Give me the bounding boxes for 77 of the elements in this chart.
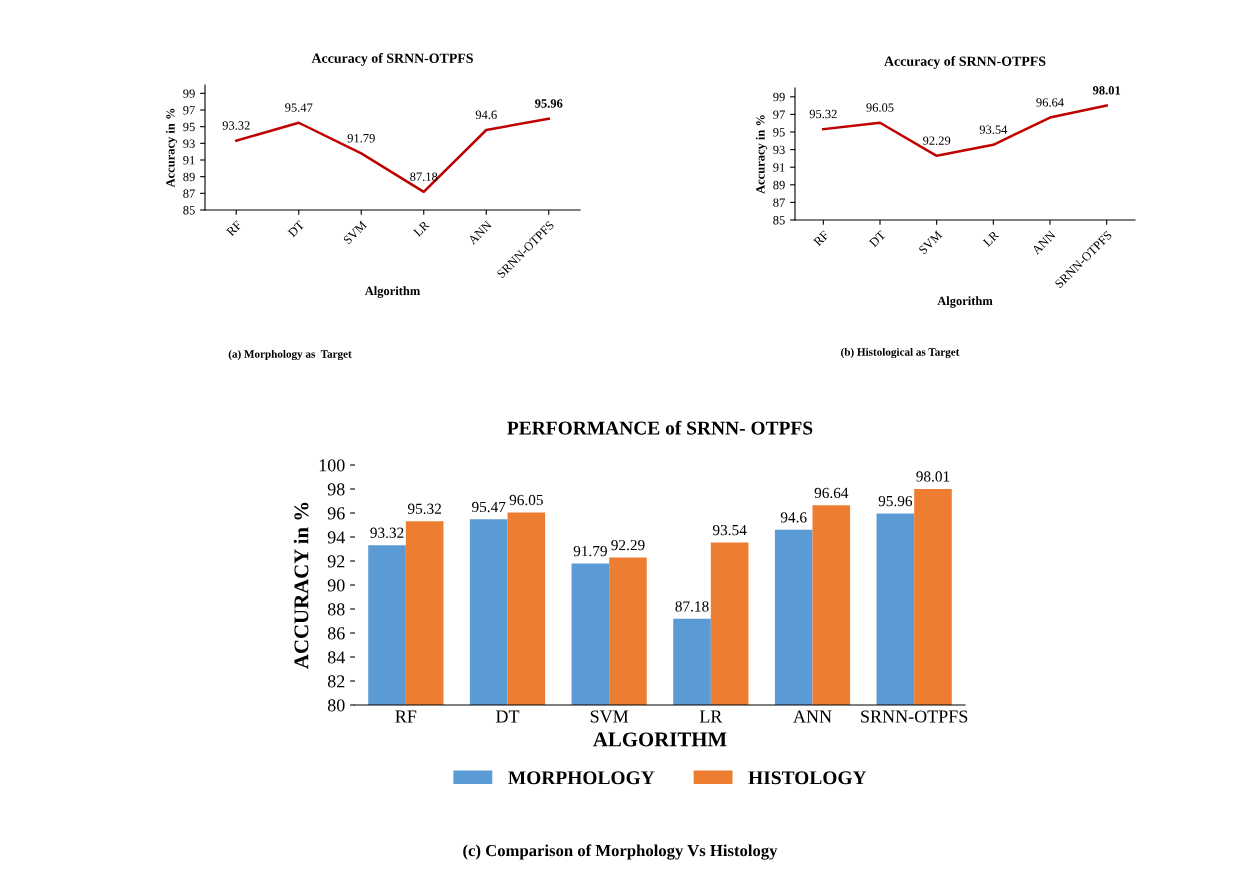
y-tick-label: 82 [327,675,345,688]
data-label: 95.96 [878,495,913,507]
chart-title: PERFORMANCE of SRNN- OTPFS [507,420,813,435]
legend-label: MORPHOLOGY [508,771,655,785]
data-label: 96.05 [509,494,543,506]
y-tick-label: 86 [327,627,345,640]
x-tick-label: DT [495,710,520,723]
x-tick-label: LR [413,220,430,237]
data-label: 87.18 [410,172,438,181]
data-label: 92.29 [923,136,951,145]
x-tick-label: RF [226,220,243,237]
data-label: 93.54 [712,524,747,536]
data-label: 87.18 [675,601,709,612]
x-tick-label: DT [287,220,305,238]
y-tick-label: 92 [327,555,345,568]
x-axis-title: Algorithm [364,286,421,298]
x-tick-label: ANN [793,710,832,723]
y-tick-label: 87 [183,189,195,198]
data-label: 95.96 [535,99,563,108]
data-label: 94.6 [475,110,497,120]
y-tick-label: 95 [773,128,785,137]
x-tick-label: RF [813,230,830,247]
legend-label: HISTOLOGY [748,771,867,785]
data-label: 93.54 [979,125,1008,134]
data-label: 92.29 [611,539,645,551]
data-label: 93.32 [222,121,250,130]
data-label: 96.64 [814,487,849,499]
data-label: 95.32 [809,109,837,119]
y-tick-label: 91 [183,156,195,165]
y-tick-label: 84 [327,651,345,664]
y-tick-label: 99 [183,89,195,98]
y-tick-label: 95 [183,122,195,132]
data-label: 95.47 [285,103,313,112]
data-label: 91.79 [573,545,607,557]
chart-title: Accuracy of SRNN-OTPFS [311,53,473,66]
y-tick-label: 91 [773,163,785,172]
y-tick-label: 85 [183,206,195,215]
y-tick-label: 88 [327,603,345,616]
data-label: 93.32 [370,527,404,538]
y-tick-label: 96 [327,507,345,520]
y-tick-label: 87 [773,198,785,207]
y-tick-label: 94 [327,531,345,544]
y-axis-title: Accuracy in % [165,108,178,188]
data-label: 94.6 [780,512,807,523]
x-tick-label: LR [699,710,723,723]
y-axis-title: Accuracy in % [755,115,768,194]
data-label: 96.64 [1036,98,1064,107]
x-tick-label: SVM [590,710,629,723]
y-tick-label: 89 [773,180,785,190]
data-label: 96.05 [866,103,894,112]
y-tick-label: 97 [183,106,195,115]
y-axis-title: ACCURACY in % [293,502,309,669]
y-tick-label: 90 [327,579,345,592]
y-tick-label: 85 [773,216,785,225]
y-tick-label: 99 [773,92,785,102]
x-tick-label: RF [395,710,417,723]
data-label: 98.01 [916,471,950,482]
text: (c) Comparison of Morphology Vs Histology [463,844,778,860]
y-tick-label: 100 [319,459,345,472]
text: (b) Histological as Target [841,347,960,359]
chart-title: Accuracy of SRNN-OTPFS [884,56,1046,69]
data-label: 91.79 [347,134,375,143]
y-tick-label: 97 [773,110,785,119]
x-tick-label: DT [868,230,886,248]
y-tick-label: 89 [183,172,195,182]
x-tick-label: LR [982,230,1000,247]
data-label: 95.47 [472,501,506,513]
data-label: 98.01 [1092,86,1121,95]
x-axis-title: Algorithm [937,296,993,308]
y-tick-label: 93 [183,139,195,148]
data-label: 95.32 [407,503,441,514]
text: (a) Morphology as Target [228,349,352,361]
y-tick-label: 98 [327,483,345,496]
y-tick-label: 80 [327,699,345,712]
x-axis-title: ALGORITHM [593,732,727,747]
x-tick-label: SRNN-OTPFS [861,710,968,723]
y-tick-label: 93 [773,145,785,155]
